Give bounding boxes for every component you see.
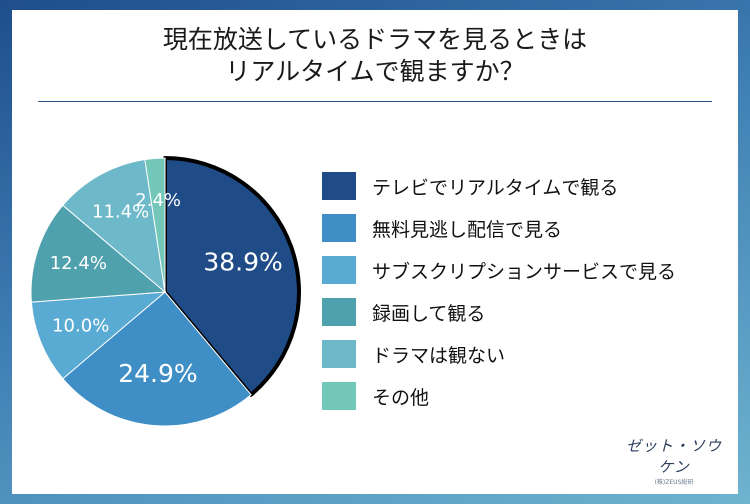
legend: テレビでリアルタイムで観る 無料見逃し配信で見る サブスクリプションサービスで見… <box>322 165 676 417</box>
slice-label: 24.9% <box>118 359 197 388</box>
legend-label: 録画して観る <box>372 302 486 325</box>
legend-label: 無料見逃し配信で見る <box>372 218 563 241</box>
pie-chart: 38.9% 24.9% 10.0% 12.4% 11.4%2.4% <box>30 156 301 427</box>
logo-subtext: (株)ZEUS総研 <box>654 479 694 486</box>
title-divider <box>38 101 712 102</box>
logo-text: ゼット・ソウケン <box>625 437 722 476</box>
slice-label: 2.4% <box>135 190 181 211</box>
chart-title: 現在放送しているドラマを見るときは リアルタイムで観ますか？ <box>12 24 738 88</box>
pie-slice <box>144 157 166 293</box>
legend-item: サブスクリプションサービスで見る <box>322 249 676 291</box>
legend-label: サブスクリプションサービスで見る <box>372 260 677 283</box>
legend-swatch <box>322 172 356 200</box>
legend-item: テレビでリアルタイムで観る <box>322 165 676 207</box>
slice-label: 12.4% <box>50 253 107 274</box>
legend-label: ドラマは観ない <box>372 344 506 367</box>
pie-slice <box>62 291 252 427</box>
pie-slice <box>30 204 167 303</box>
pie-slice <box>62 158 166 294</box>
pie-slice <box>30 291 167 380</box>
legend-item: 無料見逃し配信で見る <box>322 207 676 249</box>
legend-item: 録画して観る <box>322 291 676 333</box>
title-line-1: 現在放送しているドラマを見るときは <box>162 25 588 54</box>
legend-swatch <box>322 256 356 284</box>
legend-swatch <box>322 298 356 326</box>
highlight-outline <box>163 156 301 397</box>
legend-label: テレビでリアルタイムで観る <box>372 176 619 199</box>
legend-item: ドラマは観ない <box>322 333 676 375</box>
legend-swatch <box>322 214 356 242</box>
slice-label: 10.0% <box>52 316 109 337</box>
slice-label: 38.9% <box>203 248 282 277</box>
legend-label: その他 <box>372 386 430 409</box>
legend-swatch <box>322 340 356 368</box>
legend-item: その他 <box>322 375 676 417</box>
brand-logo: ゼット・ソウケン (株)ZEUS総研 <box>624 435 724 486</box>
title-line-2: リアルタイムで観ますか？ <box>225 57 525 86</box>
slice-label: 11.4% <box>92 201 149 222</box>
legend-swatch <box>322 382 356 410</box>
chart-card: 現在放送しているドラマを見るときは リアルタイムで観ますか？ 38.9% 24.9… <box>12 10 738 494</box>
